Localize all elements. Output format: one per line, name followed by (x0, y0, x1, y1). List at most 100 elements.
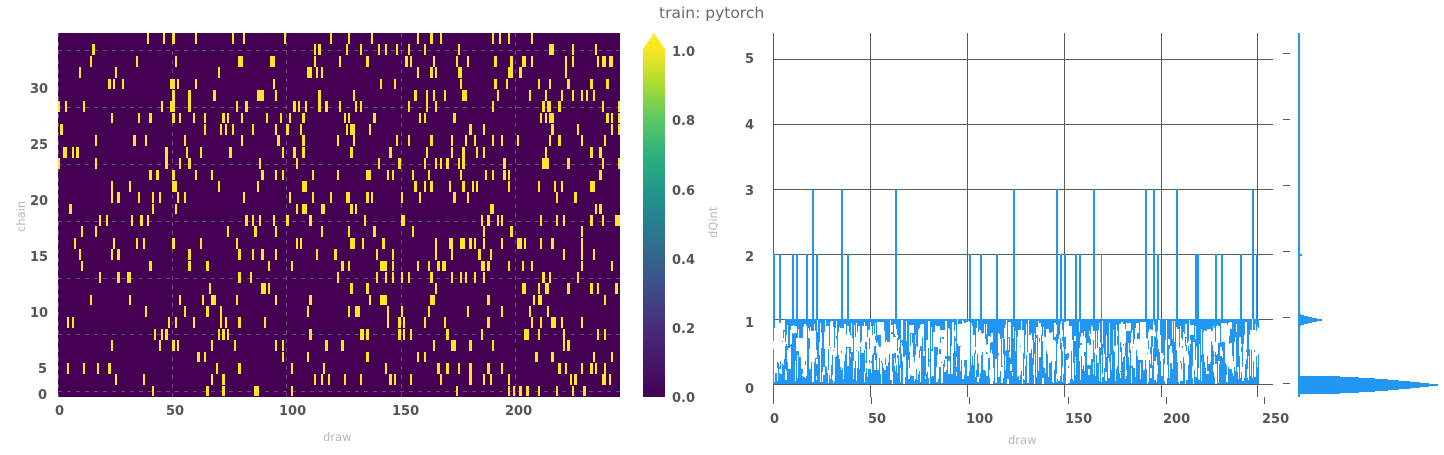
heatmap-cell (350, 124, 353, 135)
heatmap-cell (450, 340, 454, 351)
trace-gap (1051, 332, 1053, 361)
heatmap-cell (80, 260, 84, 272)
trace-column (852, 319, 855, 384)
heatmap-cell (64, 101, 68, 113)
heatmap-cell (172, 89, 175, 101)
heatmap-cell (556, 385, 559, 397)
density-bar (1298, 253, 1303, 256)
trace-gap (1166, 364, 1169, 378)
heatmap-cell (604, 135, 607, 147)
trace-gap (932, 331, 934, 356)
density-tickmark-2 (1283, 251, 1290, 252)
trace-gap (1082, 346, 1084, 369)
trace-gridline-h (773, 124, 1273, 125)
trace-gap (1168, 339, 1170, 346)
trace-gap (819, 342, 821, 355)
heatmap-cell (610, 55, 614, 67)
heatmap-plot-area[interactable] (58, 33, 620, 397)
heatmap-cell (549, 271, 552, 283)
heatmap-cell (572, 89, 575, 101)
trace-gap (894, 363, 896, 371)
heatmap-cell (334, 249, 337, 260)
heatmap-cell (540, 215, 543, 226)
trace-gap (951, 327, 954, 352)
trace-gap (820, 332, 823, 348)
trace-gap (1255, 366, 1257, 372)
trace-gap (1079, 347, 1081, 362)
heatmap-cell (304, 101, 307, 113)
trace-gap (1117, 345, 1119, 359)
trace-gap (900, 367, 902, 382)
heatmap-cell (528, 306, 531, 317)
trace-gap (1193, 350, 1195, 370)
heatmap-cell (565, 55, 568, 67)
trace-gap (838, 331, 841, 359)
heatmap-cell (448, 237, 451, 249)
heatmap-cell (540, 112, 543, 124)
trace-gap-wide (1138, 338, 1144, 361)
marginal-density-plot-area[interactable] (1298, 33, 1444, 397)
trace-gap (1124, 356, 1127, 380)
trace-column (1222, 319, 1225, 384)
trace-gap (985, 324, 988, 335)
trace-gap (1088, 368, 1090, 375)
trace-gap (928, 321, 930, 349)
heatmap-cell (144, 306, 148, 317)
trace-plot-area[interactable] (773, 33, 1273, 397)
trace-spike (1197, 254, 1199, 384)
heatmap-cell (359, 44, 362, 56)
heatmap-cell (220, 124, 223, 135)
trace-gap (961, 333, 963, 360)
trace-gap (916, 347, 918, 356)
heatmap-cell (58, 101, 61, 113)
trace-gap (1040, 337, 1042, 350)
trace-gap (830, 321, 832, 347)
heatmap-cell (558, 362, 561, 374)
heatmap-cell (423, 317, 426, 329)
trace-gap-wide (920, 323, 924, 337)
trace-gap (1014, 330, 1017, 351)
trace-gap (1047, 363, 1049, 373)
heatmap-cell (142, 237, 145, 249)
heatmap-cell (204, 351, 207, 363)
heatmap-cell (592, 351, 595, 363)
heatmap-cell (323, 203, 326, 215)
trace-gap (886, 352, 888, 367)
heatmap-cell (585, 89, 588, 101)
heatmap-cell (457, 67, 461, 78)
heatmap-cell (222, 385, 225, 397)
trace-gap (983, 343, 985, 370)
heatmap-cell (466, 306, 470, 317)
trace-gap (976, 336, 978, 363)
trace-gap (858, 326, 860, 352)
heatmap-cell (384, 260, 387, 272)
heatmap-cell (243, 192, 246, 204)
heatmap-cell (211, 294, 214, 306)
colorbar[interactable] (643, 33, 665, 397)
heatmap-cell (307, 67, 310, 78)
trace-gap (910, 346, 911, 375)
heatmap-ytick-15: 15 (30, 250, 49, 265)
heatmap-cell (238, 55, 241, 67)
heatmap-cell (400, 192, 403, 204)
trace-gap (916, 366, 919, 381)
heatmap-cell (594, 362, 598, 374)
trace-column (957, 319, 960, 384)
heatmap-cell (482, 226, 486, 238)
trace-gap (1252, 350, 1254, 378)
trace-spike (1215, 254, 1217, 384)
trace-column (1023, 319, 1025, 384)
trace-column (848, 319, 851, 384)
trace-gap (1118, 329, 1121, 361)
heatmap-cell (492, 169, 495, 181)
trace-gap-wide (1215, 326, 1221, 343)
heatmap-cell (352, 135, 355, 147)
heatmap-cell (416, 67, 419, 78)
heatmap-cell (71, 146, 74, 158)
trace-gap (882, 323, 884, 350)
trace-gap (968, 340, 970, 364)
trace-gap (1163, 364, 1165, 379)
trace-gap (1233, 360, 1235, 376)
heatmap-cell (240, 112, 244, 124)
heatmap-cell (597, 55, 600, 67)
